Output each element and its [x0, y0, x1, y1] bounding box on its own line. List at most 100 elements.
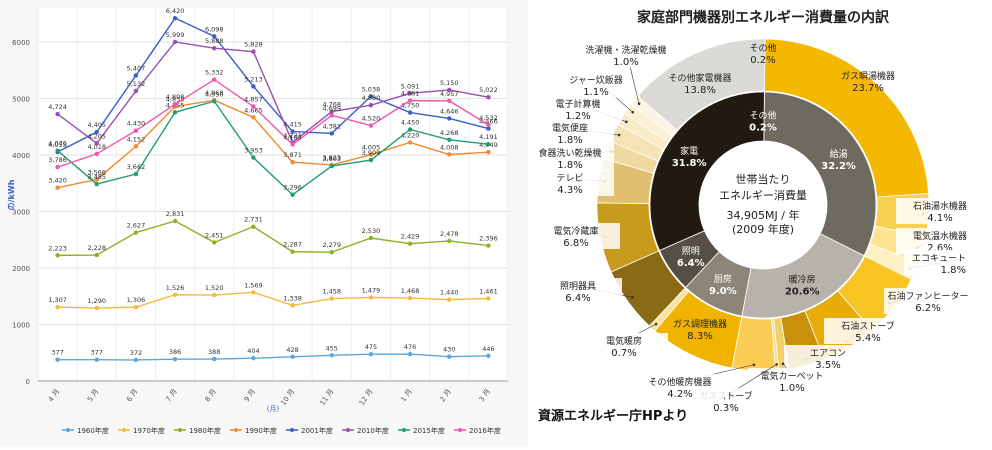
data-point — [251, 355, 256, 361]
data-label: 2,396 — [479, 235, 498, 243]
inner-slice-label: 給湯 — [830, 148, 848, 160]
data-point — [251, 49, 256, 54]
data-label: 1,520 — [205, 284, 224, 292]
legend-label: 2010年度 — [357, 426, 389, 435]
data-label: 5,132 — [127, 80, 146, 88]
center-text-line: 34,905MJ / 年 — [727, 208, 800, 222]
inner-slice — [763, 91, 877, 257]
outer-slice-value: 0.3% — [713, 403, 738, 414]
data-label: 4,220 — [401, 132, 420, 140]
data-label: 4,466 — [479, 118, 498, 126]
data-point — [407, 351, 413, 357]
data-label: 4,053 — [48, 141, 67, 149]
legend-label: 1990年度 — [245, 426, 277, 435]
data-point — [133, 88, 139, 94]
data-point — [55, 185, 60, 190]
data-label: 4,205 — [87, 132, 106, 140]
data-label: 5,150 — [440, 79, 459, 87]
data-point — [290, 160, 295, 165]
data-label: 2,279 — [322, 241, 341, 249]
data-label: 4,268 — [440, 129, 459, 137]
leader-dot — [781, 362, 785, 366]
label-bg — [896, 228, 984, 254]
legend-marker — [346, 428, 350, 432]
center-text-line: (2009 年度) — [732, 222, 794, 236]
label-bg — [784, 345, 872, 371]
outer-slice-value: 2.6% — [927, 243, 952, 254]
data-point — [212, 77, 217, 82]
outer-slice-value: 23.7% — [852, 83, 884, 94]
data-point — [368, 295, 374, 300]
data-label: 404 — [247, 347, 259, 355]
data-label: 1,458 — [322, 288, 341, 296]
label-bg — [526, 145, 614, 171]
center-text-line: エネルギー消費量 — [719, 188, 807, 202]
series-line — [57, 41, 489, 145]
outer-slice-value: 1.8% — [941, 265, 966, 276]
data-point — [486, 296, 491, 301]
outer-slice-label: 石油ストーブ — [841, 320, 894, 332]
data-label: 3,485 — [87, 173, 106, 181]
data-label: 5,213 — [244, 75, 263, 83]
label-bg — [526, 120, 614, 146]
data-label: 2,831 — [166, 210, 185, 218]
data-label: 5,407 — [127, 64, 146, 72]
outer-slice-value: 3.5% — [815, 360, 840, 371]
label-bg — [896, 198, 984, 224]
inner-slice — [649, 91, 765, 252]
data-point — [290, 142, 295, 147]
energy-breakdown-donut-chart: その他 0.2% 給湯 32.2% 暖冷房 20.6% 厨房 9.0% 照明 6.4% 家電 31.8… — [526, 0, 992, 446]
data-label: 3,296 — [283, 184, 302, 192]
legend-label: 1970年度 — [133, 426, 165, 435]
outer-slice-value: 5.4% — [855, 333, 880, 344]
data-point — [172, 15, 178, 21]
data-label: 4,961 — [401, 90, 420, 98]
leader-dot — [775, 363, 778, 366]
data-label: 4,005 — [362, 144, 381, 152]
data-label: 388 — [208, 348, 220, 356]
legend-marker — [234, 428, 238, 432]
data-point — [55, 111, 60, 117]
data-point — [368, 157, 374, 163]
data-point — [447, 238, 452, 244]
outer-slice-value: 0.7% — [611, 348, 636, 359]
data-label: 4,646 — [440, 107, 459, 115]
y-axis-label: の/kWh — [7, 179, 16, 210]
data-label: 1,306 — [127, 296, 146, 304]
inner-slice-label: 照明 — [682, 246, 700, 257]
label-bg — [582, 42, 670, 68]
data-label: 4,076 — [48, 140, 67, 148]
outer-slice-label: その他暖房機器 — [648, 376, 711, 388]
data-point — [133, 304, 139, 310]
data-point — [172, 292, 178, 297]
outer-slice-label: 照明器具 — [560, 281, 596, 292]
inner-slice-label: 厨房 — [714, 273, 732, 285]
series-line — [57, 17, 489, 153]
data-point — [447, 152, 452, 157]
legend-marker — [178, 428, 182, 432]
data-label: 1,307 — [48, 296, 67, 304]
data-point — [368, 152, 374, 157]
data-point — [329, 250, 334, 255]
data-label: 3,909 — [362, 149, 381, 157]
label-bg — [824, 318, 912, 344]
data-point — [329, 113, 334, 118]
y-tick-label: 2000 — [12, 265, 30, 273]
y-tick-label: 0 — [26, 378, 30, 386]
data-label: 3,953 — [244, 147, 263, 155]
outer-slice-value: 1.0% — [613, 57, 638, 68]
data-point — [55, 357, 60, 362]
data-point — [407, 140, 413, 145]
outer-slice-label: 石油湯水機器 — [913, 200, 967, 212]
data-point — [407, 91, 413, 96]
data-label: 2,627 — [127, 222, 146, 230]
outer-slice-value: 1.1% — [583, 87, 608, 98]
data-label: 4,520 — [362, 115, 381, 123]
label-bg — [904, 250, 966, 276]
y-tick-label: 5000 — [12, 95, 30, 103]
data-point — [407, 110, 413, 115]
outer-slice-label: エアコン — [810, 349, 846, 359]
data-point — [251, 290, 256, 295]
outer-slice-value: 8.3% — [687, 331, 712, 342]
data-point — [329, 131, 334, 136]
